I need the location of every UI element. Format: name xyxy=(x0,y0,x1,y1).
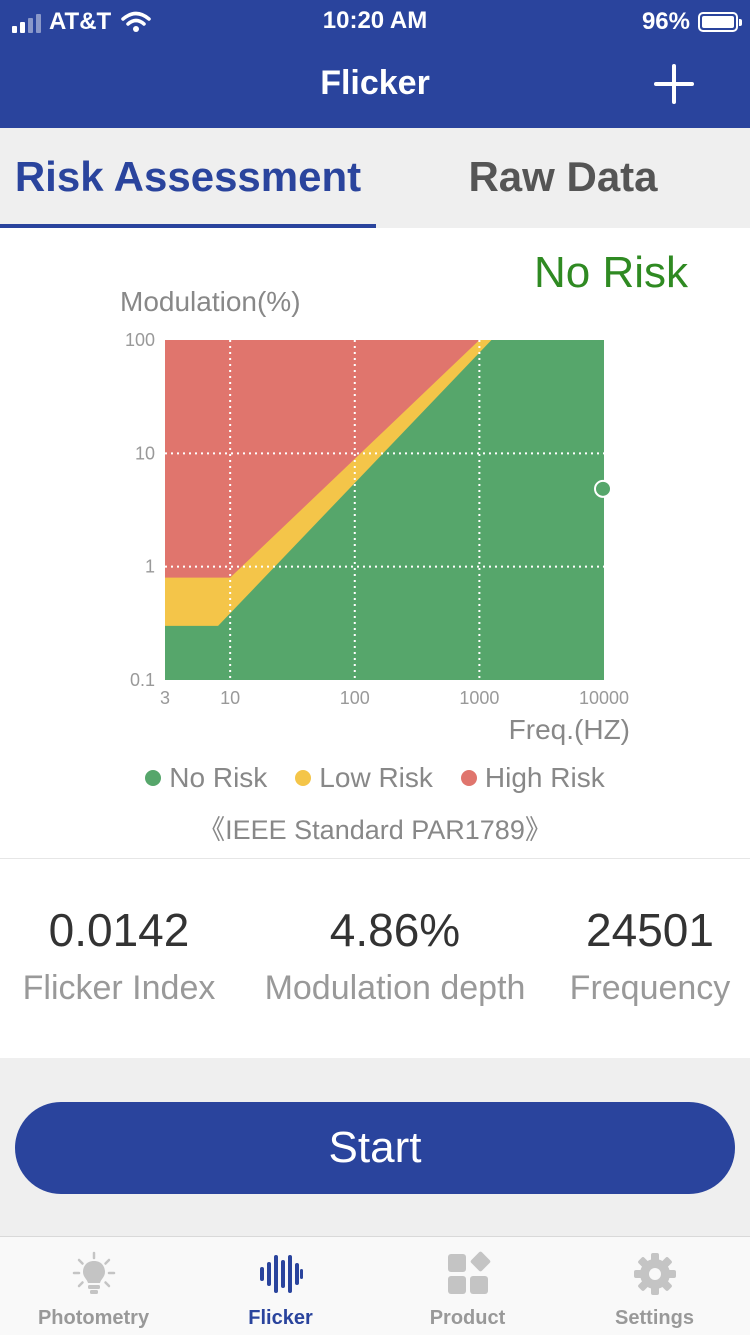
no-risk-region xyxy=(165,340,604,680)
gear-icon xyxy=(633,1253,676,1295)
battery-percentage: 96% xyxy=(641,8,690,35)
metric-label: Frequency xyxy=(569,969,731,1007)
y-tick-label: 10 xyxy=(135,443,155,463)
carrier-group: AT&T xyxy=(12,8,151,36)
y-axis-label: Modulation(%) xyxy=(120,286,301,317)
legend-item-high-risk: High Risk xyxy=(460,762,605,794)
metric-label: Flicker Index xyxy=(22,969,216,1007)
standard-reference: 《IEEE Standard PAR1789》 xyxy=(198,815,552,845)
tab-product[interactable]: Product xyxy=(374,1237,561,1335)
tab-label: Settings xyxy=(615,1307,694,1329)
plus-icon[interactable] xyxy=(654,64,694,104)
metric-label: Modulation depth xyxy=(264,969,526,1007)
tab-flicker[interactable]: Flicker xyxy=(187,1237,374,1335)
nav-bar: Flicker xyxy=(0,42,750,128)
wifi-icon xyxy=(121,11,151,32)
tab-settings[interactable]: Settings xyxy=(561,1237,748,1335)
grid-icon xyxy=(447,1251,490,1294)
tab-raw-data[interactable]: Raw Data xyxy=(376,128,750,228)
legend-label: High Risk xyxy=(484,762,605,793)
chart-legend: No Risk Low Risk High Risk xyxy=(0,762,750,794)
tab-label: Product xyxy=(429,1307,506,1329)
battery-group: 96% xyxy=(641,8,742,36)
carrier-name: AT&T xyxy=(49,8,112,35)
x-tick-label: 10000 xyxy=(579,688,629,708)
legend-label: Low Risk xyxy=(319,762,433,793)
active-tab-underline xyxy=(0,224,376,228)
lightbulb-icon xyxy=(72,1251,115,1294)
tab-label: Flicker xyxy=(248,1307,313,1329)
start-button[interactable]: Start xyxy=(15,1102,735,1194)
y-tick-label: 1 xyxy=(145,557,155,577)
metric-value: 24501 xyxy=(586,904,714,956)
start-section: Start xyxy=(0,1058,750,1236)
legend-item-low-risk: Low Risk xyxy=(295,762,433,794)
metric-flicker-index: 0.0142 Flicker Index xyxy=(10,903,228,1008)
page-title: Flicker xyxy=(320,64,430,102)
legend-item-no-risk: No Risk xyxy=(145,762,267,794)
tab-photometry[interactable]: Photometry xyxy=(0,1237,187,1335)
legend-dot xyxy=(295,770,312,786)
y-tick-label: 100 xyxy=(125,330,155,350)
measurement-point xyxy=(594,479,612,498)
clock: 10:20 AM xyxy=(322,7,428,34)
legend-dot xyxy=(145,770,162,786)
x-tick-label: 10 xyxy=(220,688,240,708)
metric-modulation-depth: 4.86% Modulation depth xyxy=(245,903,545,1008)
waveform-icon xyxy=(259,1255,303,1293)
metrics-panel: 0.0142 Flicker Index 4.86% Modulation de… xyxy=(0,858,750,1059)
flicker-risk-chart: 3 10 100 1000 10000 100 10 1 0.1 xyxy=(125,330,629,708)
signal-icon xyxy=(12,11,41,33)
tab-risk-assessment[interactable]: Risk Assessment xyxy=(0,128,376,228)
legend-dot xyxy=(460,770,477,786)
risk-status-label: No Risk xyxy=(533,248,688,297)
metric-value: 0.0142 xyxy=(48,904,190,956)
x-tick-label: 3 xyxy=(160,688,170,708)
tab-label: Photometry xyxy=(37,1307,150,1329)
metric-frequency: 24501 Frequency xyxy=(558,903,742,1008)
tab-raw-data-label: Raw Data xyxy=(468,153,658,200)
status-bar: AT&T 10:20 AM 96% xyxy=(0,0,750,42)
x-tick-label: 100 xyxy=(340,688,370,708)
battery-icon xyxy=(698,12,742,32)
legend-label: No Risk xyxy=(169,762,268,793)
tab-risk-assessment-label: Risk Assessment xyxy=(14,153,362,200)
risk-chart-panel: No Risk Modulation(%) 3 10 100 1000 10000 100… xyxy=(0,228,750,858)
x-tick-label: 1000 xyxy=(459,688,499,708)
metric-value: 4.86% xyxy=(329,904,461,956)
y-tick-label: 0.1 xyxy=(130,670,155,690)
x-axis-label: Freq.(HZ) xyxy=(508,714,630,745)
segment-tabs: Risk Assessment Raw Data xyxy=(0,128,750,228)
bottom-tab-bar: Photometry Flicker Product xyxy=(0,1236,750,1335)
